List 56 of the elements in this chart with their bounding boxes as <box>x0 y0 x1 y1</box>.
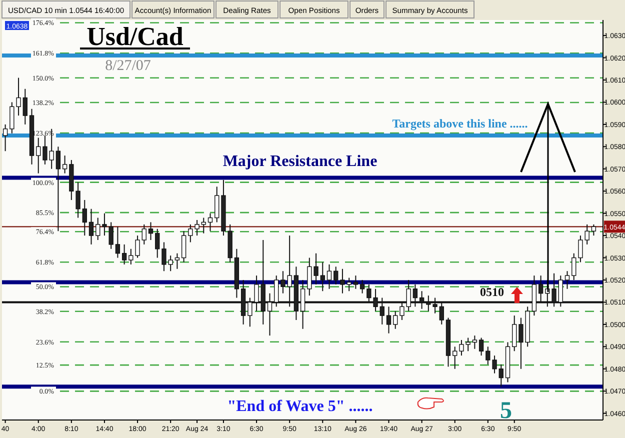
candlestick <box>498 364 504 388</box>
candlestick <box>148 222 154 240</box>
candlestick <box>564 270 570 290</box>
candlestick <box>208 212 213 232</box>
candlestick <box>181 230 186 263</box>
candlestick <box>572 252 576 280</box>
candlestick <box>466 337 470 352</box>
candlestick <box>82 200 87 236</box>
ref-line-label: Major Resistance Line <box>222 152 378 170</box>
candlestick <box>340 268 345 294</box>
candlestick <box>102 212 107 236</box>
candlestick <box>452 346 458 370</box>
annotation: "End of Wave 5" ...... <box>227 398 373 415</box>
candlestick <box>108 222 114 250</box>
chart-title: Usd/Cad <box>86 22 184 51</box>
annotation: 0510 <box>480 285 504 300</box>
candlestick <box>188 224 193 243</box>
candlestick <box>142 224 146 245</box>
candlestick <box>492 355 497 374</box>
candlestick <box>478 337 484 356</box>
candlestick <box>486 346 490 365</box>
text: 8/27/07 <box>105 58 152 74</box>
candlestick <box>314 252 318 285</box>
candlestick <box>168 255 173 272</box>
annotation: 5 <box>500 398 512 424</box>
candlestick <box>56 146 61 232</box>
candlestick <box>591 224 596 236</box>
candlestick <box>115 226 120 258</box>
candlestick <box>194 220 200 236</box>
candlestick <box>307 257 312 296</box>
candlestick <box>334 266 338 285</box>
candlestick <box>22 88 28 125</box>
candlestick <box>393 310 398 330</box>
candlestick <box>472 335 478 350</box>
candlestick <box>280 270 286 294</box>
candlestick <box>96 217 100 240</box>
candlestick <box>42 135 48 165</box>
candlestick <box>88 208 94 245</box>
ref-line-label: Targets above this line ...... <box>392 116 528 131</box>
candlestick <box>320 262 325 292</box>
candlestick <box>162 242 166 272</box>
candlestick <box>128 248 134 265</box>
candlestick <box>62 155 68 174</box>
candlestick <box>201 217 206 234</box>
candlestick <box>386 306 392 334</box>
candlestick <box>214 186 220 223</box>
candlestick <box>346 277 352 292</box>
candlestick <box>360 280 365 294</box>
candlestick <box>459 340 464 356</box>
candlestick <box>326 264 332 290</box>
candlestick <box>135 235 140 258</box>
candlestick <box>174 252 180 270</box>
candlestick <box>122 244 127 265</box>
candlestick <box>155 228 160 258</box>
candlestick <box>512 315 517 352</box>
candlestick <box>353 275 358 290</box>
